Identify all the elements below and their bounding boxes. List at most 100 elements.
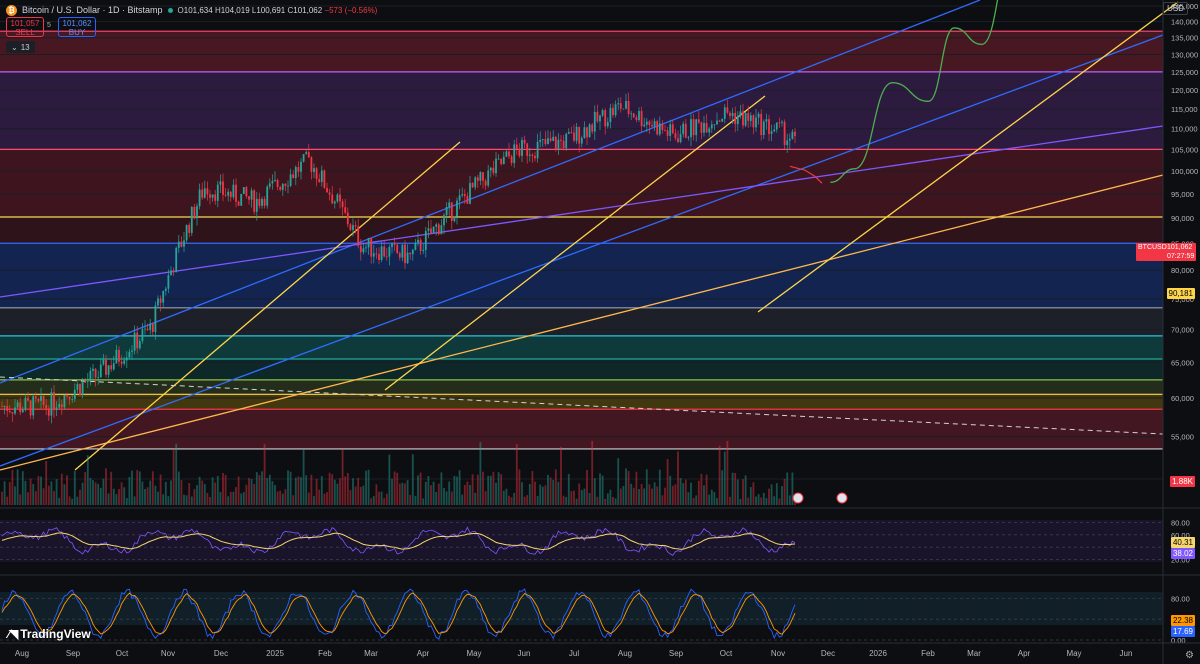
volume-bar: [505, 488, 508, 505]
volume-bar: [354, 486, 357, 505]
candle-body: [177, 241, 180, 248]
volume-bar: [731, 472, 734, 505]
volume-bar: [367, 469, 370, 505]
candle-body: [222, 181, 224, 195]
candle-body: [248, 196, 250, 200]
volume-bar: [331, 474, 334, 505]
volume-bar: [378, 491, 380, 505]
volume-bar: [658, 469, 661, 505]
candle-body: [586, 127, 588, 138]
candle-body: [557, 139, 560, 150]
volume-bar: [248, 477, 250, 505]
stoch-d-line: [1, 592, 796, 635]
volume-bar: [341, 449, 344, 505]
change-value: −573 (−0.56%): [324, 5, 378, 15]
price-tick-label: 110,000: [1171, 125, 1198, 134]
candle-body: [679, 134, 682, 143]
candle-body: [463, 194, 466, 197]
volume-bar: [710, 489, 713, 505]
volume-bar: [742, 479, 744, 505]
volume-bar: [266, 477, 269, 505]
volume-bar: [388, 454, 391, 505]
stoch-k-line: [1, 588, 796, 640]
candle-body: [253, 190, 256, 212]
indicators-toggle-button[interactable]: ⌄ 13: [6, 41, 35, 53]
volume-bar: [34, 491, 37, 505]
volume-bar: [47, 485, 50, 505]
price-tick-label: 90,000: [1171, 214, 1194, 223]
volume-bar: [162, 494, 165, 505]
candle-body: [632, 113, 635, 118]
candle-body: [58, 404, 61, 408]
volume-bar: [476, 474, 479, 505]
price-tick-label: 125,000: [1171, 68, 1198, 77]
volume-bar: [557, 481, 560, 505]
volume-bar: [755, 496, 757, 505]
buy-button[interactable]: 101,062 BUY: [58, 17, 96, 37]
spread-value: 5: [47, 22, 51, 29]
candle-body: [94, 368, 97, 378]
time-tick-label: Oct: [720, 649, 733, 658]
volume-bar: [716, 498, 718, 505]
currency-selector[interactable]: USD: [1163, 2, 1188, 15]
candle-body: [604, 110, 607, 127]
volume-bar: [175, 443, 178, 505]
price-tick-label: 105,000: [1171, 145, 1198, 154]
candle-body: [794, 131, 796, 137]
volume-bar: [578, 483, 581, 505]
volume-bar: [79, 489, 81, 505]
volume-bar: [666, 459, 669, 505]
volume-bar: [435, 491, 438, 505]
volume-bar: [479, 442, 482, 505]
symbol-title[interactable]: Bitcoin / U.S. Dollar · 1D · Bitstamp: [22, 5, 163, 15]
volume-bar: [370, 498, 373, 505]
tradingview-logo[interactable]: ⁄◥ TradingView: [8, 627, 91, 641]
candle-body: [73, 389, 76, 400]
candle-body: [430, 228, 432, 233]
volume-bar: [549, 477, 552, 505]
volume-bar: [396, 472, 399, 505]
candle-body: [175, 247, 178, 273]
candle-body: [341, 201, 344, 208]
candle-body: [6, 406, 9, 412]
gear-icon[interactable]: ⚙: [1185, 650, 1194, 661]
volume-bar: [245, 484, 248, 505]
candle-body: [606, 121, 609, 127]
candle-body: [541, 139, 544, 140]
time-tick-label: Jun: [518, 649, 531, 658]
candle-body: [237, 201, 240, 206]
volume-bar: [255, 472, 258, 505]
market-status-icon: [167, 7, 173, 13]
candle-body: [172, 270, 175, 273]
candle-body: [380, 246, 383, 261]
candle-body: [344, 207, 347, 213]
volume-bar: [21, 471, 24, 505]
candle-body: [755, 117, 757, 128]
candle-body: [242, 187, 245, 194]
sell-button[interactable]: 101,057 SELL: [6, 17, 44, 37]
volume-bar: [432, 481, 435, 505]
candle-body: [695, 119, 698, 136]
volume-bar: [606, 493, 609, 505]
volume-bar: [648, 484, 651, 505]
bitcoin-icon[interactable]: ₿: [6, 4, 17, 16]
price-tick-label: 130,000: [1171, 50, 1198, 59]
candle-body: [591, 124, 594, 132]
candle-body: [445, 207, 448, 216]
volume-bar: [591, 440, 594, 505]
zone-band: [0, 409, 1163, 449]
candle-body: [315, 168, 318, 180]
rsi-ma-value: 40.31: [1170, 537, 1195, 548]
volume-bar: [770, 484, 773, 505]
buy-label: BUY: [68, 28, 86, 37]
candle-body: [313, 168, 315, 172]
candle-body: [495, 158, 497, 174]
candle-body: [276, 179, 279, 188]
volume-bar: [635, 471, 638, 505]
candle-body: [323, 170, 326, 188]
volume-bar: [380, 491, 383, 505]
volume-bar: [253, 483, 256, 505]
candle-body: [170, 270, 172, 276]
